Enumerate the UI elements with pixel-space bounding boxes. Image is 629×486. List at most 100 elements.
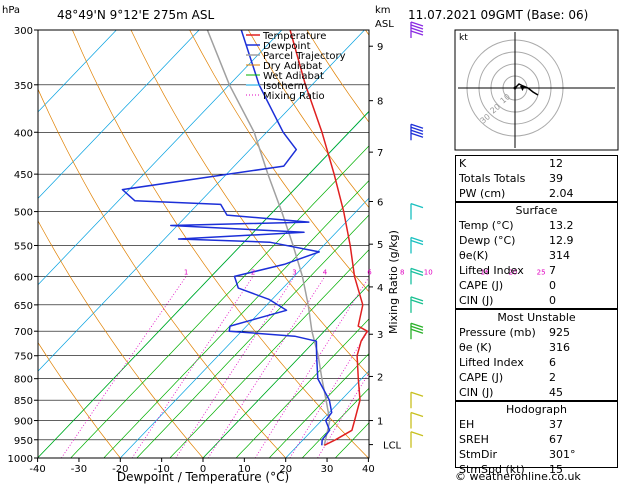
mixing-ratio-label: 1 <box>184 268 188 276</box>
mu-row: CIN (J) 45 <box>455 385 618 400</box>
surface-row: CAPE (J) 0 <box>455 278 618 293</box>
row-value: 6 <box>549 356 556 369</box>
mixing-ratio-line <box>317 372 369 458</box>
temperature-line <box>289 30 369 446</box>
wet-adiabat <box>169 249 369 458</box>
row-label: CIN (J) <box>459 386 494 399</box>
mixing-ratio-label: 25 <box>537 268 546 276</box>
wet-adiabat <box>38 110 369 458</box>
row-value: 15 <box>549 463 563 476</box>
dry-adiabat <box>38 220 204 458</box>
pressure-tick-label: 550 <box>14 241 33 252</box>
pressure-tick-label: 1000 <box>8 454 33 465</box>
hodograph-table-title: Hodograph <box>506 403 567 416</box>
wind-barb-icon <box>410 411 424 429</box>
temperature-tick-label: 0 <box>200 464 206 475</box>
pressure-tick-label: 750 <box>14 352 33 363</box>
wind-barb-icon <box>410 322 424 340</box>
row-value: 37 <box>549 418 563 431</box>
most-unstable-title: Most Unstable <box>497 311 576 324</box>
legend-isotherm: Isotherm <box>263 81 307 92</box>
dry-adiabat <box>38 341 121 458</box>
indices-panel: K 12 Totals Totals 39 PW (cm) 2.04 Surface … <box>455 155 618 476</box>
chart-legend: Temperature Dewpoint Parcel Trajectory D… <box>246 31 346 102</box>
index-value: 39 <box>549 172 563 185</box>
pressure-tick-label: 600 <box>14 272 33 283</box>
sounding-profiles <box>121 30 369 446</box>
hodograph-storm-marker <box>520 86 525 91</box>
pressure-tick-label: 450 <box>14 170 33 181</box>
mixing-ratio-axis-title: Mixing Ratio (g/kg) <box>387 230 400 334</box>
mixing-ratio-line <box>289 328 369 458</box>
mixing-ratio-label: 2 <box>251 268 255 276</box>
mu-row: Lifted Index 6 <box>455 355 618 370</box>
legend-mixing-ratio: Mixing Ratio <box>263 91 325 102</box>
row-label: StmSpd (kt) <box>459 463 525 476</box>
row-label: CAPE (J) <box>459 371 504 384</box>
hodograph-table-box <box>455 401 618 468</box>
row-label: EH <box>459 418 475 431</box>
legend-dry-adiabat: Dry Adiabat <box>263 61 322 72</box>
row-label: Lifted Index <box>459 356 524 369</box>
surface-title: Surface <box>515 204 558 217</box>
km-tick-label: LCL <box>383 441 402 452</box>
row-label: CAPE (J) <box>459 279 504 292</box>
isotherm <box>285 370 369 458</box>
km-tick-label: 4 <box>377 283 383 294</box>
hodograph-unit: kt <box>459 33 468 43</box>
pressure-tick-label: 400 <box>14 128 33 139</box>
pressure-tick-label: 950 <box>14 436 33 447</box>
pressure-tick-label: 650 <box>14 301 33 312</box>
pressure-tick-label: 700 <box>14 327 33 338</box>
axes: 3003504004505005506006507007508008509009… <box>8 26 402 475</box>
index-label: PW (cm) <box>459 187 506 200</box>
surface-row: Temp (°C) 13.2 <box>455 218 618 233</box>
mixing-ratio-label: 16 <box>481 268 490 276</box>
row-value: 13.2 <box>549 219 574 232</box>
wet-adiabat <box>70 145 369 458</box>
location-title: 48°49'N 9°12'E 275m ASL <box>57 8 214 22</box>
km-tick-label: 8 <box>377 97 383 108</box>
row-value: 0 <box>549 279 556 292</box>
parcel-trajectory-line <box>206 30 331 446</box>
row-label: Temp (°C) <box>459 219 514 232</box>
index-value: 12 <box>549 157 563 170</box>
surface-box <box>455 202 618 309</box>
run-title: 11.07.2021 09GMT (Base: 06) <box>408 8 588 22</box>
row-value: 45 <box>549 386 563 399</box>
index-label: K <box>459 157 467 170</box>
index-row-pw: PW (cm) 2.04 <box>455 186 618 201</box>
wind-barb-icon <box>410 202 424 220</box>
isotherm <box>38 30 283 286</box>
mixing-ratio-label: 10 <box>424 268 433 276</box>
row-label: θe (K) <box>459 341 492 354</box>
temperature-tick-label: 30 <box>321 464 334 475</box>
row-label: StmDir <box>459 448 498 461</box>
most-unstable-box <box>455 309 618 401</box>
mu-row: CAPE (J) 2 <box>455 370 618 385</box>
km-tick-label: 2 <box>377 372 383 383</box>
indices-box <box>455 155 618 202</box>
row-value: 0 <box>549 294 556 307</box>
mixing-ratio-label: 4 <box>323 268 328 276</box>
wind-barb-icon <box>410 236 424 254</box>
mixing-ratio-line <box>60 276 187 458</box>
surface-row: CIN (J) 0 <box>455 293 618 308</box>
wet-adiabat <box>268 353 369 458</box>
mixing-ratio-label: 3 <box>292 268 296 276</box>
dry-adiabat <box>72 30 369 458</box>
temperature-tick-label: 10 <box>238 464 251 475</box>
wind-barbs <box>410 21 424 448</box>
dry-adiabat <box>247 30 369 209</box>
index-label: Totals Totals <box>459 172 526 185</box>
row-value: 2 <box>549 371 556 384</box>
pressure-tick-label: 900 <box>14 417 33 428</box>
index-row-k: K 12 <box>455 156 618 171</box>
index-value: 2.04 <box>549 187 574 200</box>
pressure-tick-label: 850 <box>14 396 33 407</box>
wind-barb-icon <box>410 296 424 313</box>
row-value: 316 <box>549 341 570 354</box>
legend-dewpoint: Dewpoint <box>263 41 311 52</box>
km-label: km <box>375 5 391 16</box>
